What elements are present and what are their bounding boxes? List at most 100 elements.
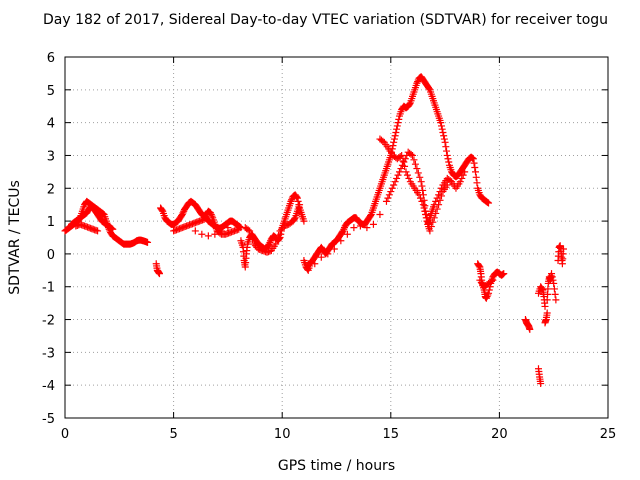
data-point: [441, 138, 449, 146]
data-point: [395, 168, 403, 176]
data-point: [443, 147, 451, 155]
data-point: [208, 212, 216, 220]
y-tick-label: 4: [47, 117, 55, 132]
data-point: [330, 245, 338, 253]
data-point: [416, 194, 424, 202]
y-tick-label: 3: [47, 149, 55, 164]
x-tick-label: 10: [274, 427, 291, 442]
data-point: [293, 193, 301, 201]
data-point: [109, 225, 117, 233]
data-point: [356, 222, 364, 230]
data-point: [537, 380, 545, 388]
data-point: [407, 150, 415, 158]
data-point: [551, 290, 559, 298]
data-point: [550, 279, 558, 287]
data-point: [398, 151, 406, 159]
data-point: [484, 291, 492, 299]
data-point: [244, 226, 252, 234]
data-point: [369, 220, 377, 228]
data-point: [416, 173, 424, 181]
data-point: [429, 218, 437, 226]
data-point: [211, 230, 219, 238]
data-point: [317, 253, 325, 261]
data-point: [469, 155, 477, 163]
data-point: [217, 227, 225, 235]
data-point: [487, 277, 495, 285]
data-point: [459, 171, 467, 179]
x-tick-label: 0: [61, 427, 69, 442]
data-point: [300, 217, 308, 225]
data-point: [247, 231, 255, 239]
y-tick-label: -2: [42, 314, 55, 329]
y-tick-label: 1: [47, 215, 55, 230]
data-point: [432, 209, 440, 217]
data-point: [471, 163, 479, 171]
data-point: [393, 122, 401, 130]
data-point: [489, 276, 497, 284]
data-point: [201, 214, 209, 222]
data-point: [324, 250, 332, 258]
data-point: [413, 165, 421, 173]
data-point: [394, 119, 402, 127]
data-point: [385, 191, 393, 199]
data-point: [414, 169, 422, 177]
data-point: [273, 236, 281, 244]
data-point: [438, 125, 446, 133]
data-point: [485, 286, 493, 294]
data-point: [430, 214, 438, 222]
data-point: [198, 230, 206, 238]
data-point: [472, 168, 480, 176]
data-point: [384, 194, 392, 202]
data-point: [158, 206, 166, 214]
data-point: [382, 197, 390, 205]
data-point: [179, 209, 187, 217]
data-point: [410, 156, 418, 164]
data-point: [440, 135, 448, 143]
data-point: [427, 223, 435, 231]
data-point: [403, 171, 411, 179]
data-point: [417, 178, 425, 186]
data-point: [376, 211, 384, 219]
data-point: [394, 171, 402, 179]
data-point: [275, 231, 283, 239]
data-point: [391, 132, 399, 140]
data-point: [420, 204, 428, 212]
data-point: [296, 201, 304, 209]
data-point: [552, 296, 560, 304]
data-point: [485, 289, 493, 297]
chart-title: Day 182 of 2017, Sidereal Day-to-day VTE…: [43, 12, 609, 28]
data-point: [235, 225, 243, 233]
data-point: [340, 225, 348, 233]
data-point: [445, 158, 453, 166]
data-point: [401, 162, 409, 170]
data-point: [387, 188, 395, 196]
data-point: [291, 215, 299, 223]
data-point: [288, 196, 296, 204]
data-point: [470, 159, 478, 167]
data-point: [426, 227, 434, 235]
data-point: [397, 165, 405, 173]
data-point: [473, 179, 481, 187]
data-point: [419, 201, 427, 209]
data-point: [293, 194, 301, 202]
data-point: [204, 232, 212, 240]
data-point: [419, 186, 427, 194]
data-point: [541, 302, 549, 310]
data-point: [548, 273, 556, 281]
y-axis-label: SDTVAR / TECUs: [7, 180, 23, 295]
data-point: [482, 294, 490, 302]
data-point: [389, 142, 397, 150]
data-point: [405, 174, 413, 182]
data-point: [440, 132, 448, 140]
x-tick-label: 25: [600, 427, 617, 442]
data-point: [246, 227, 254, 235]
data-point: [437, 192, 445, 200]
data-point: [400, 158, 408, 166]
data-point: [207, 211, 215, 219]
data-point: [436, 196, 444, 204]
data-point: [207, 209, 215, 217]
data-point: [559, 245, 567, 253]
y-tick-label: 5: [47, 84, 55, 99]
data-point: [155, 270, 163, 278]
